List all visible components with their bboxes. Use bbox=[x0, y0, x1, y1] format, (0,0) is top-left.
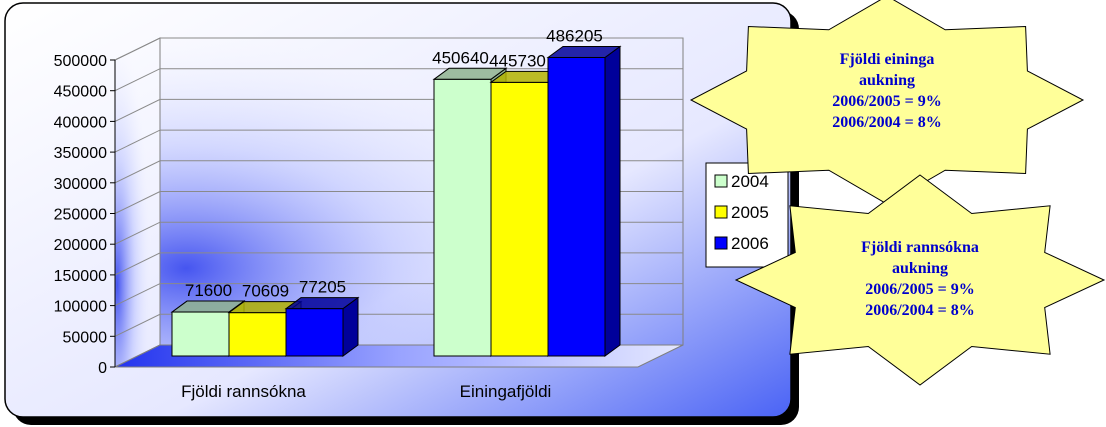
x-tick-label: Fjöldi rannsókna bbox=[181, 382, 306, 401]
data-label: 445730 bbox=[489, 51, 546, 70]
y-tick-label: 300000 bbox=[54, 176, 107, 193]
bar bbox=[171, 311, 230, 357]
bar bbox=[285, 308, 344, 357]
y-tick-label: 350000 bbox=[54, 145, 107, 162]
bar bbox=[433, 78, 492, 357]
x-tick-label: Einingafjöldi bbox=[460, 382, 552, 401]
y-tick-label: 150000 bbox=[54, 268, 107, 285]
callout-rannsoknir-line: 2006/2004 = 8% bbox=[865, 302, 975, 319]
legend-label: 2005 bbox=[731, 203, 769, 222]
legend-swatch bbox=[714, 205, 728, 219]
y-tick-label: 100000 bbox=[54, 299, 107, 316]
gridline bbox=[114, 68, 683, 92]
data-label: 70609 bbox=[242, 282, 289, 301]
data-label: 450640 bbox=[432, 48, 489, 67]
y-tick-label: 500000 bbox=[54, 53, 107, 70]
legend-swatch bbox=[714, 236, 728, 250]
callout-rannsoknir-line: aukning bbox=[892, 260, 948, 277]
callout-rannsoknir-shape bbox=[734, 174, 1106, 386]
y-tick-label: 450000 bbox=[54, 84, 107, 101]
bar-top bbox=[546, 45, 622, 58]
y-tick-label: 400000 bbox=[54, 114, 107, 131]
bar bbox=[228, 312, 287, 357]
bar-top bbox=[432, 67, 508, 80]
y-tick-label: 250000 bbox=[54, 207, 107, 224]
legend-swatch bbox=[714, 174, 728, 188]
data-label: 77205 bbox=[299, 278, 346, 297]
callout-einingar-line: 2006/2005 = 9% bbox=[832, 93, 942, 110]
callout-rannsoknir-line: Fjöldi rannsókna bbox=[861, 239, 979, 256]
y-tick-label: 50000 bbox=[63, 329, 108, 346]
callout-einingar-line: Fjöldi eininga bbox=[840, 51, 935, 68]
plot-area: 0 50000 100000 150000 200000 250000 300000 3500… bbox=[54, 26, 684, 401]
callout-rannsoknir-line: 2006/2005 = 9% bbox=[865, 281, 975, 298]
data-label: 486205 bbox=[546, 26, 603, 45]
data-label: 71600 bbox=[185, 281, 232, 300]
bar-side bbox=[604, 45, 621, 357]
legend-label: 2004 bbox=[731, 172, 769, 191]
legend: 2004 2005 2006 bbox=[705, 162, 789, 268]
bar bbox=[547, 56, 606, 357]
bar bbox=[490, 81, 549, 357]
gridline bbox=[114, 37, 683, 61]
y-tick-label: 200000 bbox=[54, 237, 107, 254]
legend-label: 2006 bbox=[731, 234, 769, 253]
callout-einingar-line: aukning bbox=[859, 72, 915, 89]
y-tick-label: 0 bbox=[98, 360, 107, 377]
callout-einingar-line: 2006/2004 = 8% bbox=[832, 114, 942, 131]
callouts: Fjöldi eininga aukning 2006/2005 = 9% 2006/… bbox=[689, 0, 1106, 386]
bar-top bbox=[170, 300, 246, 313]
bar-top bbox=[284, 297, 360, 310]
